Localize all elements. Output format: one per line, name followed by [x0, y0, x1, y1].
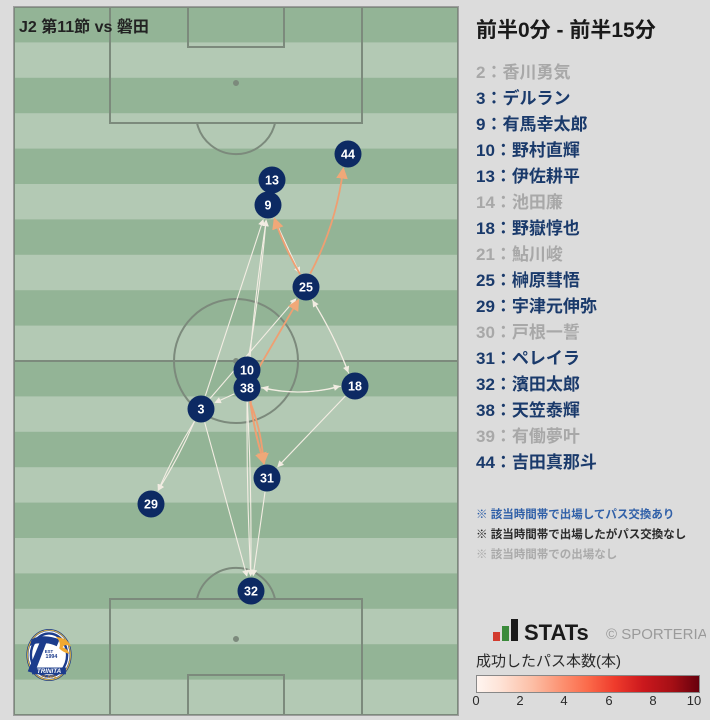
svg-text:13: 13 [265, 174, 279, 188]
svg-text:© SPORTERIA: © SPORTERIA [606, 626, 706, 643]
svg-text:18: 18 [348, 380, 362, 394]
svg-text:38: 38 [240, 382, 254, 396]
svg-text:FC OITA: FC OITA [41, 675, 56, 679]
svg-text:32: 32 [244, 585, 258, 599]
svg-text:EST: EST [45, 649, 54, 654]
svg-text:31: 31 [260, 472, 274, 486]
svg-text:3: 3 [198, 403, 205, 417]
svg-text:1994: 1994 [46, 654, 58, 660]
svg-text:9: 9 [265, 199, 272, 213]
svg-text:STATs: STATs [524, 620, 589, 645]
svg-text:TRINITA: TRINITA [37, 668, 62, 675]
svg-text:44: 44 [341, 148, 355, 162]
svg-text:25: 25 [299, 281, 313, 295]
svg-text:29: 29 [144, 498, 158, 512]
svg-text:10: 10 [240, 364, 254, 378]
